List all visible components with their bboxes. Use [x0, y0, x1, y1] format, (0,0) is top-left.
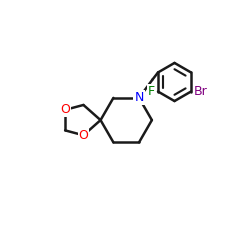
- Text: N: N: [134, 92, 144, 104]
- Text: O: O: [78, 129, 88, 142]
- Text: F: F: [148, 85, 155, 98]
- Text: Br: Br: [194, 85, 208, 98]
- Text: O: O: [60, 103, 70, 116]
